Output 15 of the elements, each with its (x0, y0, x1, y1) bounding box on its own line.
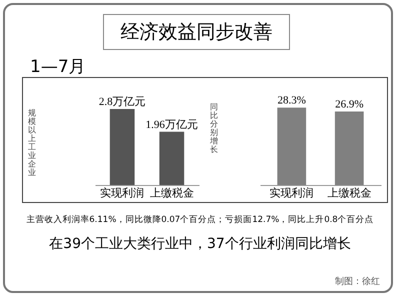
text: 在39个工业大类行业中，37个行业利润同比增长 (48, 235, 352, 253)
x-tick-label: 实现利润 (100, 186, 144, 200)
chart-title: 经济效益同步改善 (103, 14, 290, 50)
data-label: 1.96万亿元 (146, 118, 198, 131)
data-label: 28.3% (277, 94, 306, 107)
chart-subtitle: 1—7月 (30, 56, 86, 78)
y-axis-title: 规模以上工业企业 (28, 108, 36, 177)
data-label: 26.9% (335, 98, 364, 110)
y-axis-title: 同比分别增长 (209, 102, 218, 154)
x-tick-label: 上缴税金 (327, 186, 372, 200)
x-tick-label: 上缴税金 (150, 186, 194, 200)
x-tick-label: 实现利润 (270, 186, 314, 200)
text: 制图：徐红 (334, 276, 380, 288)
data-label: 2.8万亿元 (98, 96, 146, 108)
text: 主营收入利润率6.11%，同比微降0.07个百分点；亏损面12.7%，同比上升0.8个百分点 (25, 214, 375, 226)
